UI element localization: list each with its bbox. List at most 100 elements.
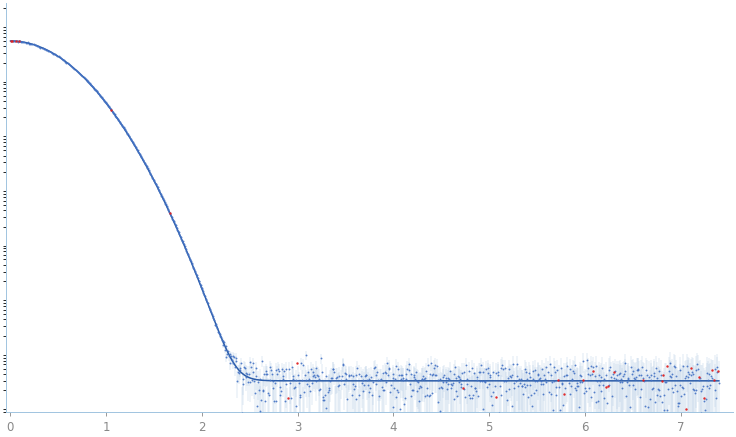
Point [559, 385, 571, 392]
Point [298, 389, 310, 396]
Point [514, 380, 526, 387]
Point [671, 388, 683, 395]
Point [597, 382, 609, 388]
Point [576, 378, 588, 385]
Point [643, 430, 655, 437]
Point [79, 75, 91, 82]
Point [693, 376, 705, 383]
Point [180, 246, 191, 253]
Point [433, 385, 445, 392]
Point [473, 392, 484, 399]
Point [323, 385, 335, 392]
Point [116, 121, 127, 128]
Point [217, 341, 229, 348]
Point [488, 416, 500, 423]
Point [600, 384, 612, 391]
Point [539, 379, 551, 386]
Point [691, 361, 703, 368]
Point [12, 38, 24, 45]
Point [357, 387, 369, 394]
Point [245, 363, 257, 370]
Point [436, 385, 447, 392]
Point [144, 170, 156, 177]
Point [347, 373, 359, 380]
Point [159, 199, 171, 206]
Point [28, 41, 40, 48]
Point [113, 117, 124, 124]
Point [344, 373, 355, 380]
Point [500, 378, 512, 385]
Point [470, 385, 481, 392]
Point [629, 375, 640, 382]
Point [517, 383, 528, 390]
Point [663, 368, 675, 375]
Point [241, 371, 253, 378]
Point [674, 382, 686, 389]
Point [612, 376, 624, 383]
Point [311, 364, 322, 371]
Point [216, 337, 228, 344]
Point [606, 392, 618, 399]
Point [325, 378, 336, 385]
Point [263, 391, 275, 398]
Point [178, 241, 190, 248]
Point [697, 383, 709, 390]
Point [560, 372, 572, 379]
Point [91, 88, 103, 95]
Point [545, 372, 557, 379]
Point [157, 194, 169, 201]
Point [509, 379, 520, 386]
Point [160, 202, 172, 209]
Point [149, 179, 161, 186]
Point [153, 187, 165, 194]
Point [609, 374, 620, 381]
Point [566, 375, 578, 382]
Point [300, 351, 312, 358]
Point [9, 38, 21, 45]
Point [394, 375, 406, 382]
Point [626, 364, 637, 371]
Point [214, 333, 226, 340]
Point [418, 376, 430, 383]
Point [251, 403, 263, 410]
Point [366, 392, 378, 399]
Point [587, 368, 598, 375]
Point [231, 377, 243, 384]
Point [545, 391, 556, 398]
Point [339, 381, 350, 388]
Point [15, 39, 27, 46]
Point [227, 359, 238, 366]
Point [454, 376, 466, 383]
Point [185, 260, 197, 267]
Point [95, 94, 107, 101]
Point [56, 55, 68, 62]
Point [607, 371, 619, 378]
Point [644, 395, 656, 402]
Point [696, 388, 707, 395]
Point [294, 393, 306, 400]
Point [348, 386, 360, 393]
Point [297, 415, 309, 422]
Point [376, 384, 388, 391]
Point [581, 364, 593, 371]
Point [439, 379, 451, 386]
Point [202, 299, 213, 306]
Point [16, 38, 28, 45]
Point [196, 285, 208, 292]
Point [634, 393, 645, 400]
Point [415, 384, 427, 391]
Point [637, 376, 648, 383]
Point [58, 57, 70, 64]
Point [291, 360, 303, 367]
Point [141, 164, 153, 171]
Point [536, 366, 548, 373]
Point [327, 366, 339, 373]
Point [77, 73, 88, 80]
Point [411, 378, 422, 385]
Point [187, 263, 199, 270]
Point [104, 104, 116, 111]
Point [55, 55, 67, 62]
Point [595, 388, 606, 395]
Point [456, 383, 467, 390]
Point [604, 363, 616, 370]
